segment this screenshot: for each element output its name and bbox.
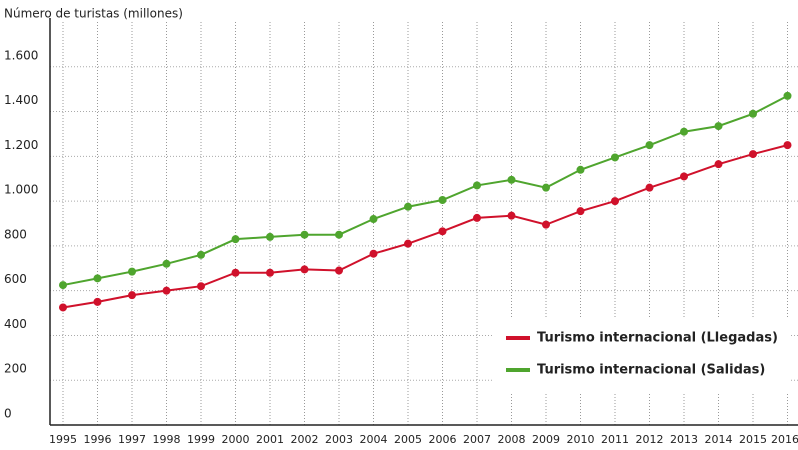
legend-box	[492, 318, 790, 394]
point	[300, 230, 309, 239]
point	[231, 235, 240, 244]
point	[680, 127, 688, 136]
x-tick-label: 2005	[394, 433, 422, 446]
x-tick-label: 2009	[532, 433, 560, 446]
point	[93, 297, 102, 306]
point	[266, 268, 274, 277]
point	[335, 266, 343, 275]
x-tick-label: 2012	[636, 433, 664, 446]
legend-label: Turismo internacional (Llegadas)	[537, 331, 778, 346]
x-tick-label: 1997	[118, 433, 146, 446]
y-axis-label: Número de turistas (millones)	[4, 7, 183, 21]
x-tick-label: 2006	[429, 433, 457, 446]
point	[162, 259, 171, 268]
point	[576, 207, 585, 216]
x-tick-label: 2010	[567, 433, 595, 446]
y-tick-label: 1.600	[4, 48, 38, 62]
point	[231, 268, 240, 277]
y-tick-label: 1.000	[4, 183, 38, 197]
point	[59, 303, 67, 312]
point	[266, 232, 274, 241]
x-tick-label: 2001	[256, 433, 284, 446]
x-tick-label: 1995	[49, 433, 77, 446]
point	[473, 181, 481, 190]
x-tick-label: 2004	[360, 433, 388, 446]
point	[611, 153, 619, 162]
y-tick-label: 0	[4, 407, 12, 421]
point	[507, 211, 516, 220]
x-tick-label: 2000	[222, 433, 250, 446]
point	[404, 239, 412, 248]
x-tick-label: 1998	[153, 433, 181, 446]
point	[611, 197, 619, 206]
point	[128, 267, 136, 276]
point	[93, 274, 102, 283]
point	[749, 109, 757, 118]
y-tick-label: 600	[4, 272, 27, 286]
point	[680, 172, 688, 181]
x-tick-label: 2007	[463, 433, 491, 446]
point	[783, 141, 792, 150]
point	[783, 91, 792, 100]
x-tick-label: 2003	[325, 433, 353, 446]
point	[507, 175, 516, 184]
point	[197, 282, 205, 291]
point	[59, 281, 67, 290]
point	[714, 122, 723, 131]
x-tick-label: 1999	[187, 433, 215, 446]
x-tick-label: 2002	[291, 433, 319, 446]
point	[335, 230, 343, 239]
y-tick-label: 200	[4, 362, 27, 376]
x-tick-label: 2011	[601, 433, 629, 446]
point	[162, 286, 171, 295]
point	[542, 220, 550, 229]
point	[473, 213, 481, 222]
x-tick-label: 1996	[84, 433, 112, 446]
point	[369, 215, 378, 224]
point	[369, 249, 378, 258]
x-tick-label: 2008	[498, 433, 526, 446]
series-line	[62, 94, 788, 287]
point	[576, 165, 585, 174]
x-tick-label: 2013	[670, 433, 698, 446]
point	[749, 150, 757, 159]
x-tick-label: 2016	[771, 433, 798, 446]
point	[542, 183, 550, 192]
point	[197, 250, 205, 259]
y-tick-label: 400	[4, 317, 27, 331]
x-tick-label: 2015	[739, 433, 767, 446]
y-tick-label: 1.400	[4, 93, 38, 107]
point	[438, 227, 447, 236]
point	[645, 183, 654, 192]
point	[714, 160, 723, 169]
y-tick-label: 1.200	[4, 138, 38, 152]
series-line	[62, 144, 788, 309]
point	[438, 195, 447, 204]
point	[645, 141, 654, 150]
point	[404, 202, 412, 211]
point	[300, 265, 309, 274]
point	[128, 291, 136, 300]
y-tick-label: 800	[4, 227, 27, 241]
x-tick-label: 2014	[705, 433, 733, 446]
legend-label: Turismo internacional (Salidas)	[537, 363, 765, 378]
